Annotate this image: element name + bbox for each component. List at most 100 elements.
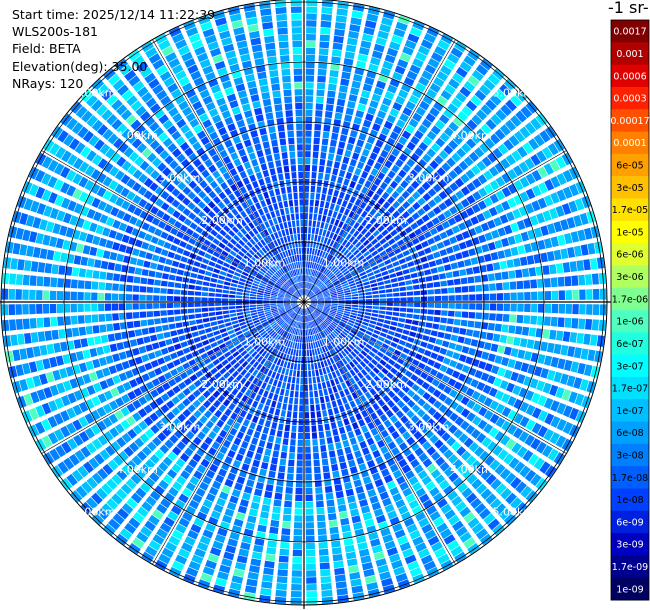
range-gate — [192, 453, 202, 463]
range-gate — [289, 445, 296, 453]
range-gate — [420, 424, 430, 434]
range-gate — [91, 438, 103, 450]
range-gate — [314, 327, 318, 334]
range-gate — [500, 104, 512, 117]
range-gate — [315, 110, 323, 117]
range-gate — [273, 393, 279, 401]
range-gate — [66, 422, 77, 435]
range-gate — [318, 368, 323, 376]
range-gate — [379, 332, 387, 338]
range-gate — [362, 119, 372, 128]
range-gate — [426, 282, 434, 289]
range-gate — [403, 324, 412, 330]
range-gate — [323, 124, 331, 132]
range-gate — [125, 284, 133, 292]
range-gate — [577, 362, 586, 375]
range-gate — [24, 260, 32, 272]
range-gate — [319, 200, 325, 208]
range-gate — [321, 287, 328, 292]
range-gate — [345, 304, 352, 307]
range-gate — [299, 308, 302, 315]
range-gate — [356, 139, 365, 148]
range-gate — [190, 523, 202, 534]
range-gate — [154, 367, 163, 376]
range-gate — [194, 297, 201, 302]
range-gate — [111, 303, 119, 311]
range-gate — [424, 429, 435, 439]
range-gate — [293, 363, 298, 370]
range-gate — [413, 290, 421, 296]
range-gate — [342, 531, 353, 540]
range-gate — [274, 408, 281, 416]
range-gate — [218, 468, 228, 477]
range-gate — [461, 450, 472, 462]
range-gate — [283, 315, 289, 320]
range-gate — [220, 414, 229, 423]
range-gate — [316, 318, 321, 324]
range-gate — [392, 385, 401, 394]
range-gate — [507, 183, 518, 195]
range-gate — [544, 290, 552, 301]
range-gate — [429, 368, 438, 377]
range-gate — [384, 91, 395, 100]
range-gate — [433, 195, 442, 204]
ray — [309, 101, 538, 298]
range-gate — [325, 270, 332, 277]
range-gate — [295, 314, 299, 321]
range-gate — [291, 303, 298, 306]
range-gate — [410, 222, 419, 230]
range-gate — [503, 453, 515, 465]
range-gate — [251, 341, 258, 348]
range-gate — [304, 343, 307, 350]
range-gate — [281, 528, 291, 536]
range-gate — [243, 342, 251, 349]
range-gate — [348, 385, 355, 394]
range-gate — [379, 250, 387, 257]
range-gate — [564, 276, 572, 287]
range-gate — [354, 167, 362, 176]
range-gate — [47, 432, 59, 445]
range-gate — [193, 470, 203, 480]
range-gate — [356, 265, 363, 271]
range-gate — [387, 399, 395, 408]
range-gate — [453, 428, 464, 439]
range-gate — [114, 423, 125, 434]
range-gate — [317, 295, 324, 299]
range-gate — [282, 346, 287, 353]
range-gate — [525, 101, 538, 114]
range-gate — [370, 427, 379, 436]
range-gate — [306, 315, 309, 322]
range-gate — [455, 404, 465, 414]
range-gate — [312, 255, 316, 263]
range-gate — [438, 273, 447, 280]
range-gate — [507, 235, 516, 246]
range-gate — [144, 362, 153, 371]
range-gate — [349, 415, 357, 424]
range-gate — [336, 326, 343, 332]
range-gate — [338, 245, 344, 252]
range-gate — [304, 199, 309, 206]
range-gate — [305, 494, 313, 502]
range-gate — [332, 320, 338, 326]
range-gate — [415, 82, 426, 93]
range-gate — [137, 506, 149, 518]
range-gate — [560, 344, 569, 356]
range-gate — [455, 362, 464, 371]
range-gate — [294, 306, 300, 312]
range-gate — [384, 504, 395, 513]
range-gate — [308, 275, 311, 283]
range-gate — [494, 355, 503, 365]
range-gate — [430, 541, 443, 553]
range-gate — [509, 281, 517, 290]
range-gate — [413, 430, 423, 440]
range-gate — [22, 274, 30, 286]
range-gate — [458, 373, 467, 382]
range-gate — [177, 392, 186, 401]
range-gate — [508, 457, 520, 469]
range-gate — [304, 240, 307, 247]
range-gate — [540, 341, 548, 352]
range-gate — [442, 238, 451, 247]
range-gate — [331, 400, 338, 408]
range-gate — [327, 314, 335, 319]
range-gate — [317, 296, 324, 300]
